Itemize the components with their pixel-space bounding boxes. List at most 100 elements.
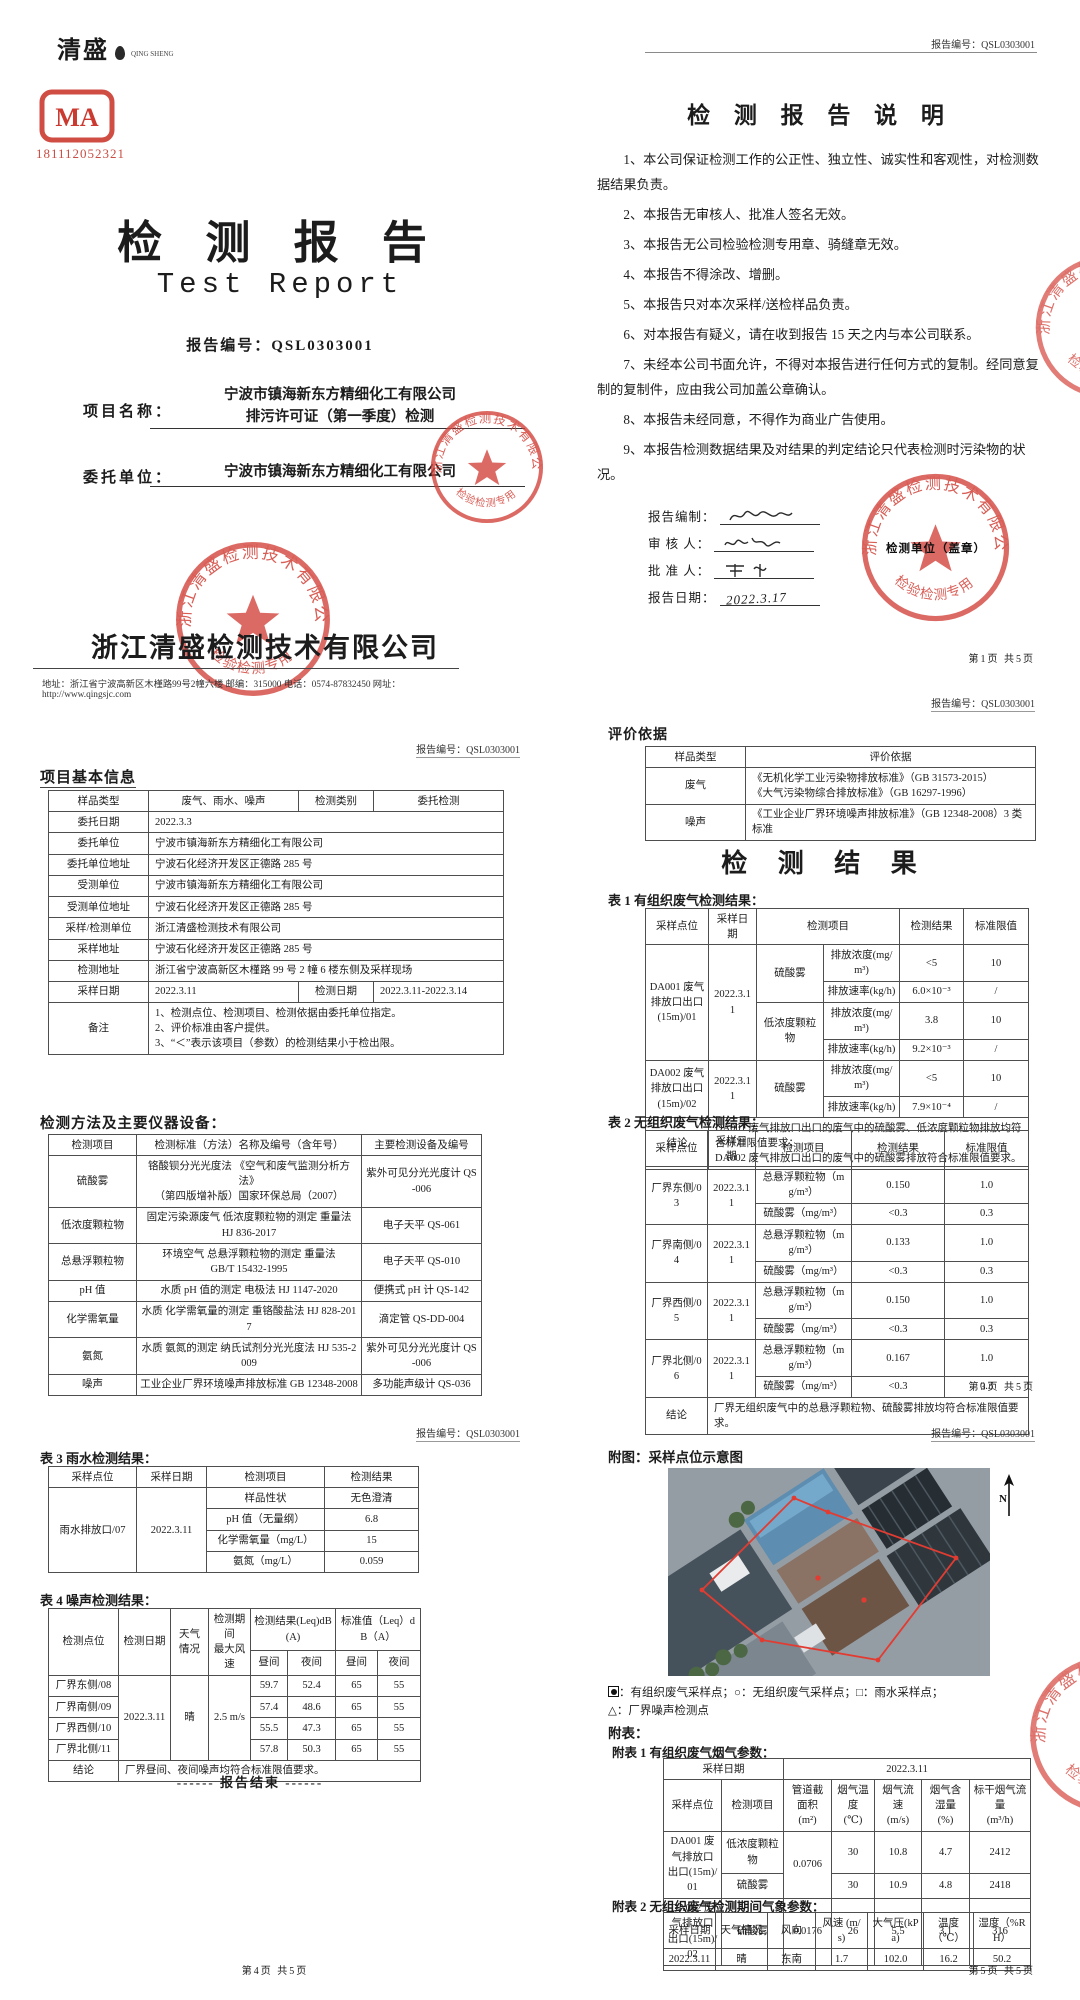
methods-table: 检测项目 检测标准（方法）名称及编号（含年号） 主要检测设备及编号 硫酸雾 铬酸钡分光光… [48,1133,482,1397]
table-cell: 铬酸钡分光光度法 《空气和废气监测分析方法》 （第四版增补版）国家环保总局（20… [136,1155,362,1208]
table-cell: 夜间 [376,1650,422,1676]
client-value: 宁波市镇海新东方精细化工有限公司 [224,464,456,480]
table-cell: 结论 [48,1759,119,1782]
table4-title: 表 4 噪声检测结果： [40,1593,158,1608]
map-legend-line1: ：有组织废气采样点；○：无组织废气采样点；□：雨水采样点； [608,1684,1048,1702]
approved-by-label: 批 准 人： [648,564,711,578]
table-cell: 0.3 [944,1260,1029,1283]
table-cell: 2022.3.11 [708,1059,757,1119]
table-cell: 委托日期 [48,811,149,834]
table-cell: 东南 [767,1948,816,1971]
note-item: 4、本报告不得涂改、增删。 [623,267,789,282]
site-map-title: 附图：采样点位示意图 [608,1450,743,1465]
page6-paging-seal [1026,1652,1080,1817]
page4-report-number-text: 报告编号：QSL0303001 [931,699,1035,712]
page2-title: 检 测 报 告 说 明 [687,103,953,128]
table-cell: 低浓度颗粒物 [756,1002,824,1061]
table-cell: 固定污染源废气 低浓度颗粒物的测定 重量法 HJ 836-2017 [136,1206,362,1245]
organized-gas-point-icon [608,1686,619,1697]
table-cell: 厂界北侧/06 [645,1339,708,1399]
table-cell: 水质 化学需氧量的测定 重铬酸盐法 HJ 828-2017 [136,1300,362,1339]
evaluation-basis-title: 评价依据 [608,728,668,743]
table-cell: 硫酸雾 [48,1155,137,1208]
table-cell: 《工业企业厂界环境噪声排放标准》（GB 12348-2008）3 类标准 [745,803,1036,842]
table-cell: 风向 [767,1911,816,1950]
report-date-value: 2022.3.17 [725,589,787,608]
report-date-value-line: 2022.3.17 [719,585,820,608]
table-cell: <0.3 [851,1202,945,1226]
table-cell: / [963,1038,1029,1061]
reviewed-by-label: 审 核 人： [648,537,711,551]
table-cell: 0.059 [324,1550,419,1574]
prepared-by-row: 报告编制： [648,498,908,525]
table-cell: 样品性状 [206,1487,325,1510]
issuer-company-name: 浙江清盛检测技术有限公司 [91,633,439,663]
table-cell: 湿度（%RH） [973,1911,1031,1950]
table-cell: 0.3 [944,1202,1029,1226]
results-title: 检 测 结 果 [721,849,929,878]
table-cell: pH 值（无量纲） [206,1508,325,1531]
table-cell: 检测类别 [298,789,374,813]
table-cell: 检测项目 [755,1129,852,1168]
table-cell: 55 [376,1696,422,1719]
prepared-by-signature [719,504,820,525]
table-cell: 30 [831,1830,875,1875]
note-item: 6、对本报告有疑义，请在收到报告 15 天之内与本公司联系。 [623,327,980,342]
table-cell: 大气压(kPa) [867,1911,924,1950]
table-cell: 55 [376,1738,422,1761]
table-cell: 1.7 [815,1948,868,1971]
page3-report-number: 报告编号：QSL0303001 [320,740,520,758]
signature-block: 报告编制： 审 核 人： 批 准 人： 报告日期： 2022.3.17 [648,498,908,608]
note-item: 1、本公司保证检测工作的公正性、独立性、诚实性和客观性，对检测数据结果负责。 [597,152,1039,192]
page2-header-rule [645,52,1037,53]
table-cell: 主要检测设备及编号 [361,1133,482,1157]
table-cell: 采样点位 [645,1129,708,1168]
table-cell: 厂界昼间、夜间噪声均符合标准限值要求。 [117,1759,422,1782]
table-cell: 标准限值 [944,1129,1029,1168]
table-cell: DA001 废气排放口出口(15m)/01 [645,944,709,1061]
site-map [668,1468,990,1676]
table-cell: 2022.3.3 [148,811,504,834]
client-underline [150,486,525,487]
table-cell: 宁波市镇海新东方精细化工有限公司 [148,832,504,855]
cover-report-number: 报告编号：QSL0303001 [186,338,374,354]
company-logo: 清盛 QING SHENG [57,30,174,65]
table-cell: 9.2×10⁻³ [899,1038,964,1061]
table-cell: 52.4 [287,1674,336,1698]
table-cell: 厂界无组织废气中的总悬浮颗粒物、硫酸雾排放均符合标准限值要求。 [707,1397,1029,1435]
prepared-by-label: 报告编制： [648,510,716,524]
table-cell: 采样日期 [136,1465,207,1489]
table3-title: 表 3 雨水检测结果： [40,1451,158,1466]
table-cell: / [963,980,1029,1004]
table-cell: 硫酸雾 [721,1873,784,1899]
note-item: 9、本报告检测数据结果及对结果的判定结论只代表检测时污染物的状况。 [597,442,1026,482]
table-cell: 1、检测点位、检测项目、检测依据由委托单位指定。 2、评价标准由客户提供。 3、… [148,1002,504,1055]
table-cell: 排放速率(kg/h) [823,1038,900,1061]
table-cell: 2022.3.11 [782,1757,1032,1781]
table-cell: 低浓度颗粒物 [721,1830,784,1875]
page3-report-number-text: 报告编号：QSL0303001 [416,745,520,758]
page5-report-number: 报告编号：QSL0303001 [320,1424,520,1442]
table-cell: 47.3 [287,1717,336,1740]
project-name-value: 宁波市镇海新东方精细化工有限公司 排污许可证（第一季度）检测 [155,384,525,428]
table-cell: 电子天平 QS-061 [361,1206,482,1245]
methods: 检测项目 检测标准（方法）名称及编号（含年号） 主要检测设备及编号 硫酸雾 铬酸钡分光光… [48,1133,482,1397]
table-cell: 0.150 [851,1281,945,1320]
report-date-label: 报告日期： [648,591,716,605]
table-cell: 噪声 [645,803,746,842]
table-cell: 委托检测 [373,789,504,813]
table-cell: 水质 氨氮的测定 纳氏试剂分光光度法 HJ 535-2009 [136,1337,362,1375]
approved-by-row: 批 准 人： [648,552,908,579]
table-cell: 结论 [645,1397,708,1435]
table-cell: 检测地址 [48,959,149,982]
table-cell: 检测结果 [851,1129,945,1168]
table-cell: 宁波石化经济开发区正德路 285 号 [148,938,504,961]
table-cell: 采样日期 [48,980,149,1004]
table-cell: DA001 废气排放口出口(15m)/01 [663,1830,722,1899]
table-cell: 厂界北侧/11 [48,1738,119,1761]
page5-report-number-text: 报告编号：QSL0303001 [416,1429,520,1442]
table-cell: 厂界南侧/04 [645,1224,708,1283]
table-cell: 检测日期 [298,980,374,1004]
table-cell: 夜间 [287,1650,336,1676]
